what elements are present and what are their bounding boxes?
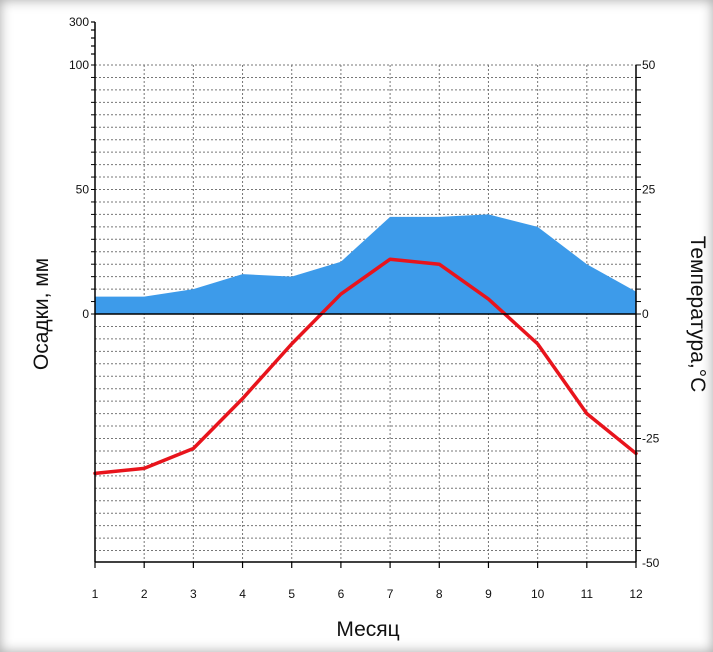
x-tick-label: 5 [288, 587, 295, 601]
left-tick-label: 100 [69, 58, 89, 72]
left-tick-label: 50 [76, 183, 90, 197]
x-tick-label: 12 [629, 587, 643, 601]
right-tick-label: -50 [642, 556, 660, 570]
left-axis-title: Осадки, мм [30, 258, 53, 370]
temperature-line [93, 257, 638, 476]
x-tick-label: 9 [485, 587, 492, 601]
x-tick-label: 6 [338, 587, 345, 601]
left-tick-label: 300 [69, 15, 89, 29]
right-tick-label: -25 [642, 432, 660, 446]
left-tick-label: 0 [82, 307, 89, 321]
x-tick-label: 11 [581, 587, 594, 601]
x-axis-title: Месяц [336, 618, 399, 641]
x-tick-label: 7 [387, 587, 394, 601]
x-tick-label: 1 [92, 587, 99, 601]
data-marks [93, 214, 638, 476]
right-tick-label: 25 [642, 183, 656, 197]
x-tick-label: 2 [141, 587, 148, 601]
right-tick-label: 50 [642, 58, 656, 72]
x-tick-label: 8 [436, 587, 443, 601]
x-tick-label: 3 [190, 587, 197, 601]
x-tick-label: 4 [239, 587, 246, 601]
right-tick-label: 0 [642, 307, 649, 321]
axes [91, 21, 641, 568]
x-tick-label: 10 [531, 587, 545, 601]
precipitation-area [95, 214, 636, 314]
right-axis-title: Температура,°С [686, 236, 709, 393]
